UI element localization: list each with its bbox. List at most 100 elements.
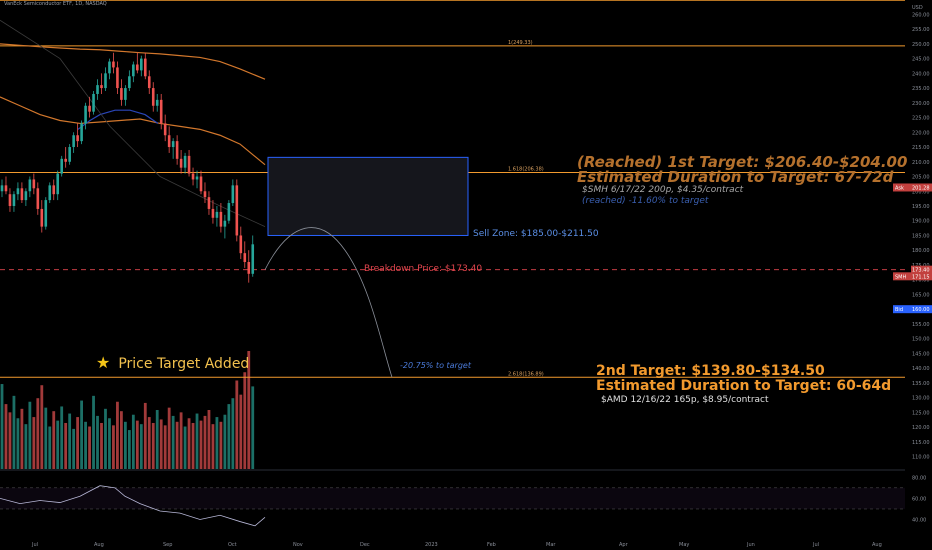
projection-path [264,227,393,378]
volume-bar [80,400,83,469]
volume-bar [92,395,95,469]
rsi-tick-label: 80.00 [912,475,926,481]
rsi-band [0,487,905,509]
candle-body [163,123,167,136]
candle-body [64,158,67,162]
volume-bar [199,420,203,469]
bid-badge-label: Bid [895,307,903,313]
price-tick-label: 255.00 [912,27,930,33]
price-tick-label: 130.00 [912,396,930,402]
last-price-value: 173.40 [912,268,930,274]
volume-bar [112,425,115,469]
ask-badge [893,183,932,192]
candle-body [159,99,163,124]
time-axis-label: Apr [619,542,629,548]
price-tick-label: 140.00 [912,366,930,372]
volume-bar [167,407,171,469]
volume-bar [135,420,139,469]
volume-bar [223,414,227,469]
volume-bar [88,426,91,469]
volume-bar [251,386,255,469]
candle-body [203,191,207,198]
candle-body [32,179,36,189]
candle-body [136,64,139,71]
time-axis-label: Jul [812,542,819,548]
time-axis-label: 2023 [425,542,438,548]
volume-bar [227,404,231,469]
smh-badge [893,272,932,281]
candle-body [20,188,24,201]
volume-bar [147,417,151,469]
price-tick-label: 185.00 [912,233,930,239]
candle-body [0,185,4,192]
ask-badge-label: Ask [895,185,904,191]
candle-body [227,203,231,221]
volume-bar [123,421,127,469]
rsi-tick-label: 40.00 [912,517,926,523]
candle-body [207,197,211,209]
volume-bar [239,394,243,469]
volume-bar [235,380,239,469]
candle-body [147,76,151,89]
candle-body [191,173,195,180]
candle-body [183,155,187,168]
candle-body [219,211,223,227]
price-tick-label: 215.00 [912,145,930,151]
price-tick-label: 115.00 [912,440,930,446]
first-target-duration: Estimated Duration to Target: 67-72d [577,168,894,186]
smh-badge-value: 171.15 [912,274,930,280]
rsi-tick-label: 60.00 [912,496,926,502]
candle-body [72,135,75,148]
candle-body [80,123,83,142]
price-tick-label: 165.00 [912,292,930,298]
volume-bar [116,401,119,469]
volume-bar [219,421,223,469]
volume-bar [155,410,159,469]
volume-bar [159,419,163,469]
breakdown-label: Breakdown Price: $173.40 [364,264,483,274]
candle-body [195,176,199,180]
candle-body [36,188,40,209]
price-tick-label: 190.00 [912,219,930,225]
chart-title: VanEck Semiconductor ETF, 1D, NASDAQ [4,1,107,7]
volume-bar [143,402,147,469]
volume-bar [56,420,60,469]
candle-body [24,191,28,201]
ma-orange-line-2 [0,96,266,166]
ma-orange-line-1 [0,43,266,80]
candle-body [44,200,48,227]
volume-bar [163,425,167,469]
sell-zone-box[interactable] [267,156,469,236]
volume-bar [127,430,131,469]
volume-bar [20,408,24,469]
time-axis-label: Jul [31,542,38,548]
candle-body [171,141,175,148]
candle-body [84,105,87,124]
candle-body [140,58,143,71]
volume-bar [0,384,4,469]
ma-blue-line [77,109,159,130]
price-tick-label: 180.00 [912,248,930,254]
candle-body [239,235,243,254]
volume-bar [76,417,80,469]
price-tick-label: 135.00 [912,381,930,387]
candle-body [223,220,227,227]
first-reached: (reached) -11.60% to target [582,196,709,206]
volume-bar [32,417,36,469]
candle-body [120,88,123,100]
time-axis-label: Feb [487,542,496,548]
time-axis-label: Dec [360,542,370,548]
volume-bar [231,398,235,469]
candle-body [155,99,159,106]
candle-body [175,141,179,159]
volume-bar [211,424,215,469]
price-tick-label: 170.00 [912,278,930,284]
bid-badge-value: 160.00 [912,307,930,313]
price-tick-label: 220.00 [912,130,930,136]
candle-body [8,194,12,206]
volume-bar [4,404,8,469]
price-tick-label: 120.00 [912,425,930,431]
volume-bar [215,417,219,469]
volume-bar [60,406,64,469]
